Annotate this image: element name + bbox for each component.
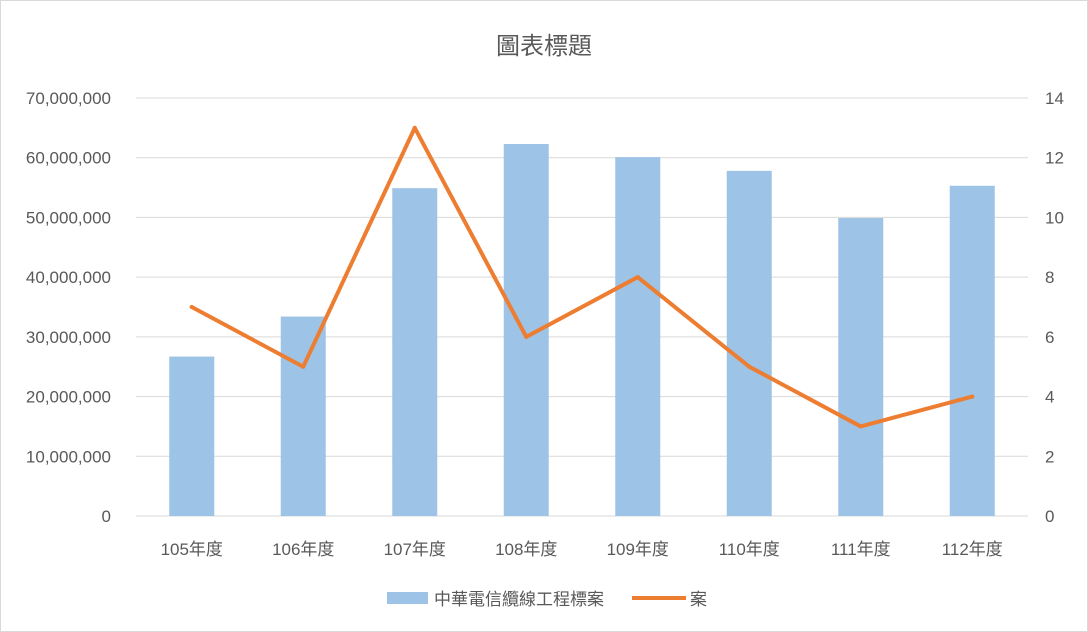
series-line (189, 125, 975, 429)
left-tick-label: 20,000,000 (26, 388, 111, 407)
x-axis-ticks: 105年度 106年度 107年度 108年度 109年度 110年度 111年度 112年度 (161, 540, 1003, 559)
right-tick-label: 2 (1045, 447, 1054, 466)
x-tick-label: 109年度 (607, 540, 669, 559)
left-tick-label: 0 (102, 507, 111, 526)
line-series (189, 125, 975, 429)
left-tick-label: 10,000,000 (26, 447, 111, 466)
line-point (189, 305, 194, 309)
bar (615, 157, 661, 517)
legend-bar-label: 中華電信纜線工程標案 (434, 590, 604, 609)
left-tick-label: 60,000,000 (26, 149, 111, 168)
bar (949, 185, 995, 516)
left-tick-label: 70,000,000 (26, 89, 111, 108)
right-tick-label: 12 (1045, 149, 1064, 168)
line-point (970, 394, 975, 399)
x-tick-label: 111年度 (831, 540, 891, 559)
line-point (412, 125, 417, 130)
bar (838, 218, 884, 517)
left-axis-ticks: 0 10,000,000 20,000,000 30,000,000 40,000,00… (26, 89, 111, 526)
x-tick-label: 106年度 (272, 540, 334, 559)
bar (392, 188, 438, 516)
line-point (747, 364, 752, 369)
line-point (635, 275, 640, 280)
bar (280, 316, 326, 516)
line-point (301, 364, 306, 369)
bar (169, 356, 215, 516)
left-tick-label: 50,000,000 (26, 208, 111, 227)
left-tick-label: 30,000,000 (26, 328, 111, 347)
bar-series (169, 143, 995, 517)
bar (726, 170, 772, 516)
right-tick-label: 4 (1045, 388, 1054, 407)
x-tick-label: 108年度 (495, 540, 557, 559)
x-tick-label: 112年度 (942, 540, 1003, 559)
line-point (524, 334, 529, 339)
line-point (858, 424, 863, 429)
right-tick-label: 0 (1045, 507, 1054, 526)
chart-title: 圖表標題 (496, 33, 592, 60)
x-tick-label: 110年度 (719, 540, 780, 559)
legend-line-label: 案 (690, 590, 707, 609)
right-tick-label: 8 (1045, 268, 1054, 287)
x-tick-label: 107年度 (384, 540, 446, 559)
right-tick-label: 14 (1045, 89, 1064, 108)
legend-bar-swatch (387, 592, 428, 604)
x-tick-label: 105年度 (161, 540, 223, 559)
right-tick-label: 10 (1045, 208, 1064, 227)
legend: 中華電信纜線工程標案 案 (387, 590, 707, 609)
right-tick-label: 6 (1045, 328, 1054, 347)
right-axis-ticks: 0 2 4 6 8 10 12 14 (1045, 89, 1064, 526)
left-tick-label: 40,000,000 (26, 268, 111, 287)
